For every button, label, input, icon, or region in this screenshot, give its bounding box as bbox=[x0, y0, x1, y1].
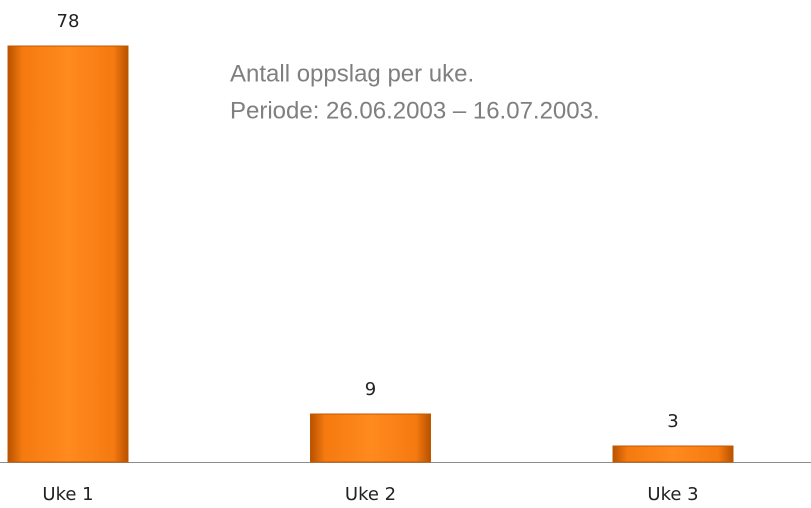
chart-title: Antall oppslag per uke. bbox=[230, 60, 474, 87]
x-tick-label: Uke 1 bbox=[42, 484, 93, 505]
data-label: 3 bbox=[667, 411, 678, 432]
bar bbox=[310, 413, 431, 463]
bar bbox=[7, 45, 129, 463]
data-label: 9 bbox=[365, 379, 376, 400]
data-label: 78 bbox=[57, 11, 80, 32]
bar bbox=[612, 445, 734, 463]
x-tick-label: Uke 2 bbox=[345, 484, 396, 505]
x-tick-label: Uke 3 bbox=[647, 484, 698, 505]
chart-subtitle: Periode: 26.06.2003 – 16.07.2003. bbox=[230, 97, 600, 124]
